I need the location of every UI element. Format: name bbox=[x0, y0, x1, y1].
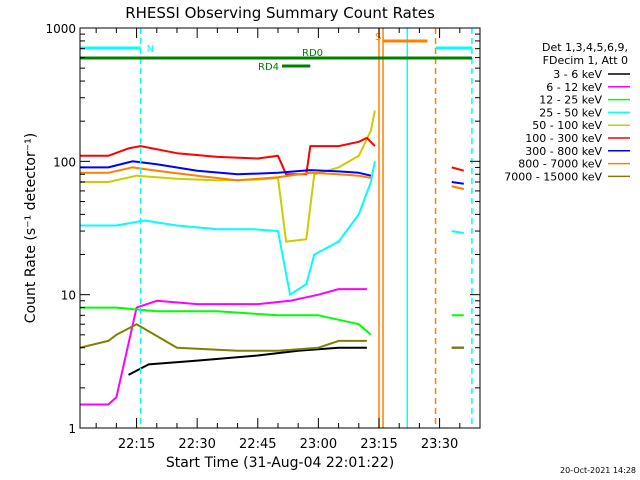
legend: Det 1,3,4,5,6,9, FDecim 1, Att 0 3 - 6 k… bbox=[504, 41, 630, 183]
legend-label: 100 - 300 keV bbox=[525, 132, 602, 145]
annotation-label: S bbox=[375, 32, 381, 43]
legend-label: 300 - 800 keV bbox=[525, 145, 602, 158]
series-line-2 bbox=[80, 306, 372, 336]
y-tick-label: 10 bbox=[61, 289, 76, 303]
x-tick-label: 22:15 bbox=[118, 437, 155, 452]
legend-label: 25 - 50 keV bbox=[539, 106, 602, 119]
legend-label: 3 - 6 keV bbox=[553, 68, 602, 81]
series-line-5 bbox=[80, 136, 376, 176]
series-line-3 bbox=[80, 161, 376, 296]
x-tick-label: 23:30 bbox=[421, 437, 458, 452]
legend-header-line-1: Det 1,3,4,5,6,9, bbox=[542, 41, 628, 54]
chart-title: RHESSI Observing Summary Count Rates bbox=[125, 4, 435, 22]
series-line-5 bbox=[451, 166, 465, 172]
series-line-7 bbox=[451, 185, 465, 190]
legend-label: 50 - 100 keV bbox=[532, 119, 602, 132]
annotation-label: N bbox=[147, 44, 154, 55]
y-tick-label: 100 bbox=[53, 155, 76, 169]
axes-layer: 1 10 100 1000 22:15 22:30 22:45 23:00 23:15 23:30 bbox=[45, 22, 480, 452]
overlay-layer: N RD0 RD4 S bbox=[80, 28, 473, 428]
series-layer bbox=[79, 110, 465, 406]
series-line-8 bbox=[79, 323, 367, 352]
legend-label: 7000 - 15000 keV bbox=[504, 170, 602, 183]
x-tick-label: 23:00 bbox=[300, 437, 337, 452]
x-axis-label: Start Time (31-Aug-04 22:01:22) bbox=[166, 455, 394, 471]
y-tick-label: 1 bbox=[68, 422, 76, 436]
y-axis-label: Count Rate (s⁻¹ detector⁻¹) bbox=[23, 133, 39, 323]
series-line-6 bbox=[451, 181, 464, 185]
x-tick-label: 22:45 bbox=[239, 437, 276, 452]
footer-date: 20-Oct-2021 14:28 bbox=[560, 466, 636, 475]
annotation-label: RD4 bbox=[258, 62, 279, 73]
series-line-7 bbox=[80, 166, 372, 182]
series-line-4 bbox=[80, 110, 376, 243]
legend-label: 800 - 7000 keV bbox=[518, 158, 602, 171]
series-line-6 bbox=[80, 160, 372, 177]
plot-frame bbox=[79, 27, 481, 429]
legend-label: 12 - 25 keV bbox=[539, 94, 602, 107]
series-line-1 bbox=[80, 288, 367, 406]
annotation-label: RD0 bbox=[302, 48, 323, 59]
series-line-0 bbox=[128, 346, 367, 376]
series-line-3 bbox=[451, 230, 464, 234]
legend-label: 6 - 12 keV bbox=[546, 81, 602, 94]
legend-header-line-2: FDecim 1, Att 0 bbox=[543, 54, 628, 67]
y-tick-label: 1000 bbox=[45, 22, 76, 36]
x-tick-label: 23:15 bbox=[360, 437, 397, 452]
x-tick-label: 22:30 bbox=[178, 437, 215, 452]
